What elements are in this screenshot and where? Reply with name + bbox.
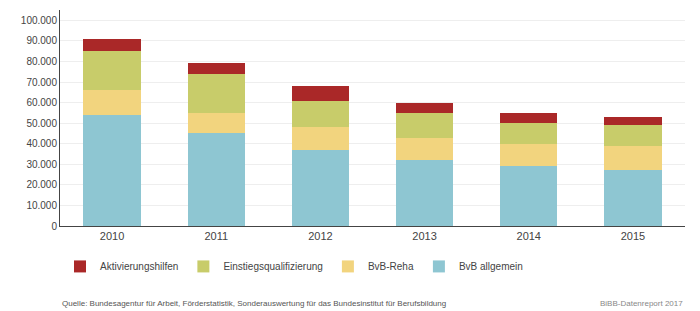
svg-text:BiBB-Datenreport 2017: BiBB-Datenreport 2017 [600, 299, 683, 308]
svg-text:BvB-Reha: BvB-Reha [368, 261, 414, 272]
svg-text:90.000: 90.000 [26, 35, 57, 46]
svg-text:40.000: 40.000 [26, 138, 57, 149]
svg-text:60.000: 60.000 [26, 97, 57, 108]
svg-text:30.000: 30.000 [26, 159, 57, 170]
svg-text:2012: 2012 [308, 230, 332, 242]
svg-text:BvB allgemein: BvB allgemein [459, 261, 523, 272]
svg-text:50.000: 50.000 [26, 118, 57, 129]
svg-text:2010: 2010 [100, 230, 124, 242]
svg-text:20.000: 20.000 [26, 179, 57, 190]
svg-text:Quelle: Bundesagentur für Arbe: Quelle: Bundesagentur für Arbeit, Förder… [62, 299, 446, 308]
svg-text:2014: 2014 [517, 230, 541, 242]
svg-text:10.000: 10.000 [26, 200, 57, 211]
svg-text:Einstiegsqualifizierung: Einstiegsqualifizierung [223, 261, 323, 272]
svg-text:70.000: 70.000 [26, 77, 57, 88]
svg-text:100.000: 100.000 [21, 15, 58, 26]
svg-text:80.000: 80.000 [26, 56, 57, 67]
svg-text:Aktivierungshilfen: Aktivierungshilfen [100, 261, 178, 272]
svg-text:2013: 2013 [412, 230, 436, 242]
svg-text:2011: 2011 [204, 230, 228, 242]
svg-text:0: 0 [51, 221, 57, 232]
svg-text:2015: 2015 [621, 230, 645, 242]
